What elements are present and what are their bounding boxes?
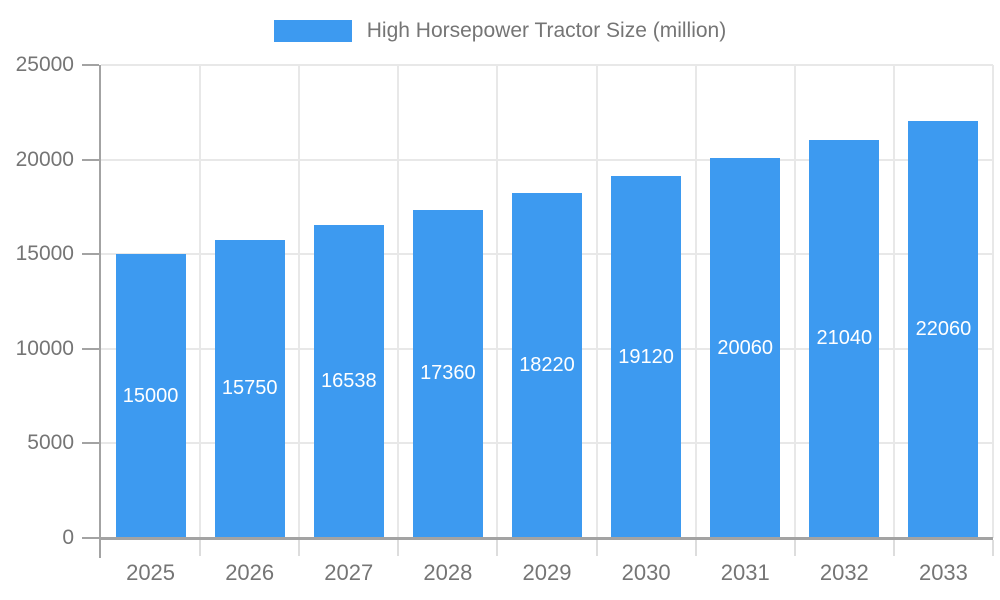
gridline-vertical xyxy=(694,65,697,538)
bar-2029[interactable]: 18220 xyxy=(512,193,582,538)
x-axis-tick xyxy=(199,540,202,556)
x-axis-tick xyxy=(397,540,400,556)
bar-2031[interactable]: 20060 xyxy=(710,158,781,538)
x-axis-label: 2033 xyxy=(918,560,968,585)
gridline-horizontal xyxy=(101,64,993,66)
x-axis-label: 2026 xyxy=(225,560,275,585)
x-axis-label: 2029 xyxy=(522,560,572,585)
bar-2030[interactable]: 19120 xyxy=(611,176,682,538)
y-axis-tick xyxy=(82,158,99,161)
bar-2032[interactable]: 21040 xyxy=(809,139,880,538)
gridline-horizontal xyxy=(101,158,993,161)
y-axis-label: 15000 xyxy=(15,242,74,266)
y-axis-tick xyxy=(82,347,99,350)
bar-value-label: 19120 xyxy=(618,345,674,368)
bar-2028[interactable]: 17360 xyxy=(412,209,483,538)
bar-value-label: 15000 xyxy=(122,384,179,407)
legend[interactable]: High Horsepower Tractor Size (million) xyxy=(0,19,1000,43)
x-axis-tick xyxy=(793,540,796,556)
y-axis-label: 20000 xyxy=(15,147,74,171)
y-axis-label: 0 xyxy=(62,526,74,549)
x-axis-tick xyxy=(298,540,301,556)
x-axis-label: 2032 xyxy=(819,560,869,585)
x-axis-tick xyxy=(992,540,994,556)
gridline-vertical xyxy=(298,65,301,538)
gridline-vertical xyxy=(397,65,400,538)
x-axis-line xyxy=(99,537,993,540)
y-axis-tick xyxy=(82,442,99,445)
y-axis-tick xyxy=(82,253,99,256)
bar-2025[interactable]: 15000 xyxy=(115,254,186,538)
x-axis-label: 2027 xyxy=(324,560,374,585)
legend-label: High Horsepower Tractor Size (million) xyxy=(366,19,727,42)
bar-value-label: 18220 xyxy=(519,354,575,377)
gridline-vertical xyxy=(496,65,499,538)
bar-2026[interactable]: 15750 xyxy=(214,240,285,538)
gridline-vertical xyxy=(793,65,796,538)
bar-value-label: 20060 xyxy=(717,336,774,359)
bar-value-label: 16538 xyxy=(320,370,377,393)
plot-area: 0 5000 10000 15000 20000 25000 2025 2026 2027 202… xyxy=(16,53,994,585)
y-axis-label: 5000 xyxy=(27,431,74,455)
x-axis-label: 2025 xyxy=(126,560,176,585)
x-axis-tick xyxy=(892,540,895,556)
x-axis-tick xyxy=(694,540,697,556)
bar-value-label: 22060 xyxy=(915,317,972,340)
y-axis-label: 25000 xyxy=(15,53,74,76)
gridline-vertical xyxy=(992,65,994,538)
x-axis-tick xyxy=(595,540,598,556)
x-axis-label: 2031 xyxy=(720,560,770,585)
bar-2027[interactable]: 16538 xyxy=(313,225,384,538)
y-axis-tick xyxy=(82,537,99,539)
y-axis-label: 10000 xyxy=(15,336,74,360)
legend-swatch xyxy=(273,20,352,42)
y-axis-tick xyxy=(82,64,99,66)
bar-value-label: 15750 xyxy=(221,377,278,400)
gridline-vertical xyxy=(892,65,895,538)
bar-value-label: 21040 xyxy=(816,327,873,350)
y-axis-line xyxy=(99,65,101,558)
gridline-vertical xyxy=(199,65,202,538)
bar-value-label: 17360 xyxy=(420,362,476,385)
bar-2033[interactable]: 22060 xyxy=(908,120,979,538)
x-axis-label: 2030 xyxy=(621,560,671,585)
x-axis-label: 2028 xyxy=(423,560,473,585)
x-axis-tick xyxy=(496,540,499,556)
gridline-vertical xyxy=(595,65,598,538)
